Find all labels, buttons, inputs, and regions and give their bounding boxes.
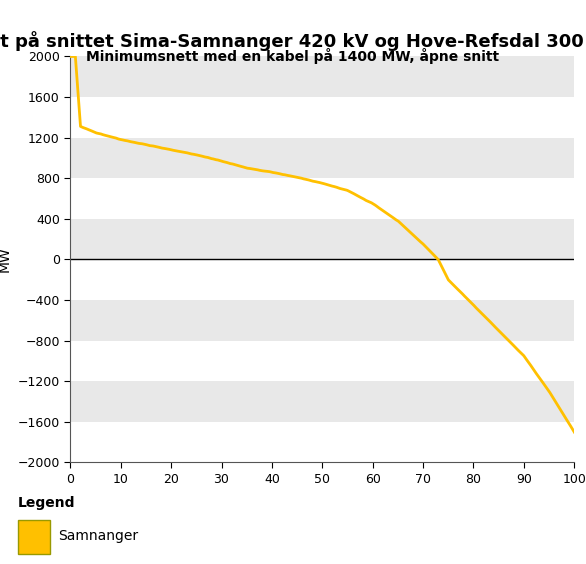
Bar	[70, 178, 574, 219]
Text: Samnanger: Samnanger	[59, 529, 139, 543]
Text: Minimumsnett med en kabel på 1400 MW, åpne snitt: Minimumsnett med en kabel på 1400 MW, åp…	[87, 48, 499, 64]
Bar	[70, 422, 574, 462]
Bar	[70, 259, 574, 300]
Text: Flyt på snittet Sima-Samnanger 420 kV og Hove-Refsdal 300 kV: Flyt på snittet Sima-Samnanger 420 kV og…	[0, 31, 586, 51]
Y-axis label: MW: MW	[0, 246, 12, 272]
Bar	[70, 97, 574, 138]
Text: Legend: Legend	[18, 496, 75, 510]
FancyBboxPatch shape	[18, 520, 50, 553]
Bar	[70, 341, 574, 381]
